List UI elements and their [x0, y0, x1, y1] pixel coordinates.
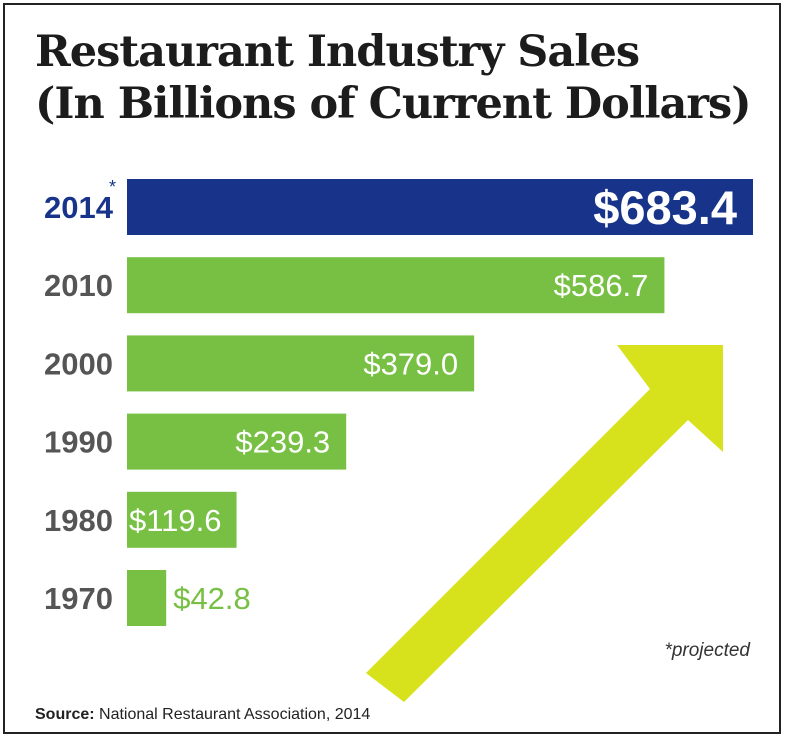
- bar-1990: [127, 413, 347, 470]
- growth-arrow: [366, 345, 723, 702]
- value-label-2014: $683.4: [593, 181, 737, 234]
- projection-asterisk: *: [109, 177, 116, 197]
- value-label-1970: $42.8: [173, 581, 251, 616]
- bar-1970: [127, 570, 167, 626]
- chart-title: Restaurant Industry Sales (In Billions o…: [35, 26, 752, 130]
- title-line-1: Restaurant Industry Sales: [35, 27, 640, 77]
- year-label-1980: 1980: [44, 503, 113, 538]
- bar-1980: [127, 491, 237, 548]
- year-label-2010: 2010: [44, 268, 113, 303]
- bar-2000: [127, 335, 475, 392]
- value-label-2000: $379.0: [363, 346, 458, 381]
- year-label-2000: 2000: [44, 346, 113, 381]
- bar-2014: [127, 179, 753, 235]
- source-text: National Restaurant Association, 2014: [99, 706, 371, 723]
- bar-2010: [127, 257, 665, 314]
- year-label-1990: 1990: [44, 425, 113, 460]
- value-label-1990: $239.3: [235, 425, 330, 460]
- source-label: Source:: [35, 706, 95, 723]
- year-label-1970: 1970: [44, 581, 113, 616]
- year-label-2014: 2014: [44, 190, 114, 225]
- title-line-2: (In Billions of Current Dollars): [35, 79, 752, 129]
- bars-group: 2014* $683.4 2010 $586.7 2000 $379.0 1990 $239.…: [44, 177, 753, 626]
- source-note: Source: National Restaurant Association,…: [35, 706, 370, 724]
- value-label-1980: $119.6: [129, 503, 222, 538]
- value-label-2010: $586.7: [554, 268, 649, 303]
- projected-footnote: *projected: [664, 640, 750, 661]
